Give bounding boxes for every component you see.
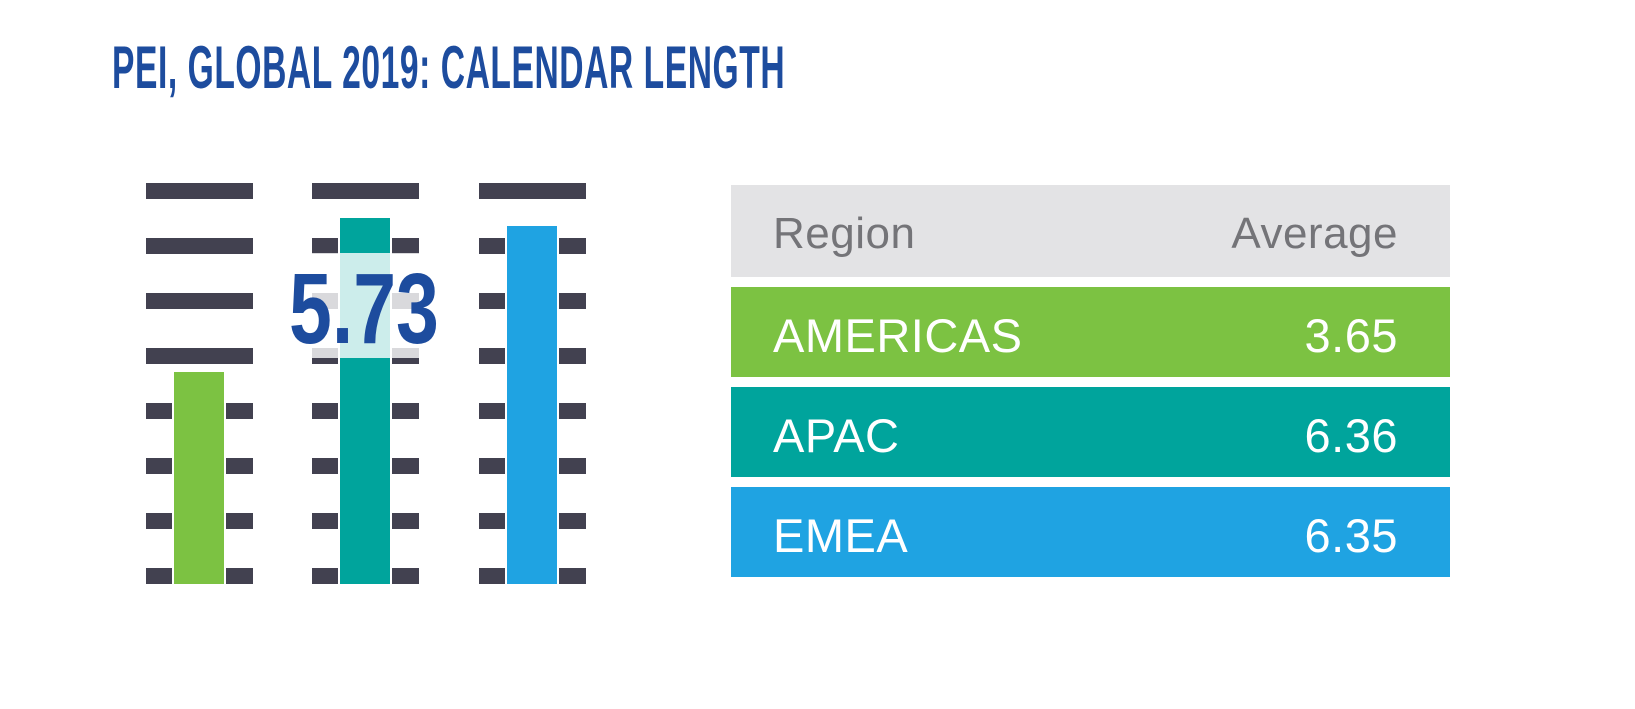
table-row-apac: APAC 6.36 — [731, 387, 1450, 477]
highlight-value-label: 5.73 — [289, 253, 439, 365]
row-value: 6.35 — [1304, 508, 1398, 562]
row-value: 6.36 — [1304, 408, 1398, 462]
chart-title: PEI, GLOBAL 2019: CALENDAR LENGTH — [112, 34, 786, 101]
row-label: APAC — [773, 408, 900, 462]
header-average: Average — [1231, 209, 1398, 258]
bar-emea — [505, 226, 559, 584]
row-label: AMERICAS — [773, 308, 1023, 362]
table-header-row: Region Average — [731, 185, 1450, 277]
header-region: Region — [773, 209, 916, 258]
region-average-table: Region Average AMERICAS 3.65 APAC 6.36 E… — [731, 185, 1450, 587]
row-value: 3.65 — [1304, 308, 1398, 362]
ladder-bar-chart: 5.73 — [146, 183, 586, 584]
row-label: EMEA — [773, 508, 909, 562]
bar-americas — [172, 372, 226, 584]
table-row-americas: AMERICAS 3.65 — [731, 287, 1450, 377]
highlight-overlay — [265, 253, 450, 358]
table-row-emea: EMEA 6.35 — [731, 487, 1450, 577]
